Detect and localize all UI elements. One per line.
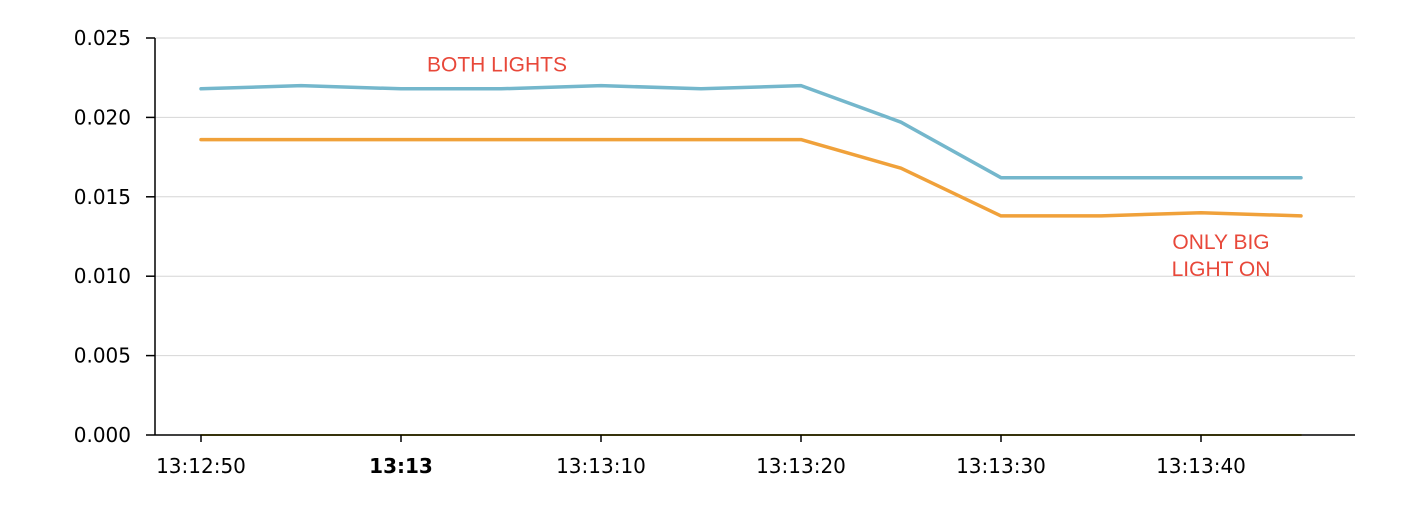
x-tick-label: 13:13:20	[756, 454, 846, 478]
series-line-2	[199, 137, 1303, 218]
y-tick-label: 0.005	[74, 344, 131, 368]
annotation-text: LIGHT ON	[1172, 258, 1271, 281]
y-tick-label: 0.015	[74, 185, 131, 209]
series-line-1	[199, 83, 1303, 180]
annotation-text: BOTH LIGHTS	[427, 53, 567, 76]
x-tick-label: 13:13:10	[556, 454, 646, 478]
x-tick-label: 13:13:40	[1156, 454, 1246, 478]
x-tick-label: 13:12:50	[156, 454, 246, 478]
axes	[146, 37, 1355, 442]
annotations: BOTH LIGHTS ONLY BIG LIGHT ON	[427, 53, 1270, 281]
x-tick-label: 13:13:30	[956, 454, 1046, 478]
y-tick-label: 0.010	[74, 264, 131, 288]
y-tick-label: 0.020	[74, 105, 131, 129]
annotation-text: ONLY BIG	[1172, 231, 1269, 254]
series-lines	[199, 83, 1303, 436]
tick-labels: 0.000 0.005 0.010 0.015 0.020 0.025 13:12:50 13…	[74, 26, 1246, 478]
y-tick-label: 0.025	[74, 26, 131, 50]
x-tick-label: 13:13	[369, 454, 433, 478]
y-tick-label: 0.000	[74, 423, 131, 447]
gridlines	[155, 37, 1355, 357]
